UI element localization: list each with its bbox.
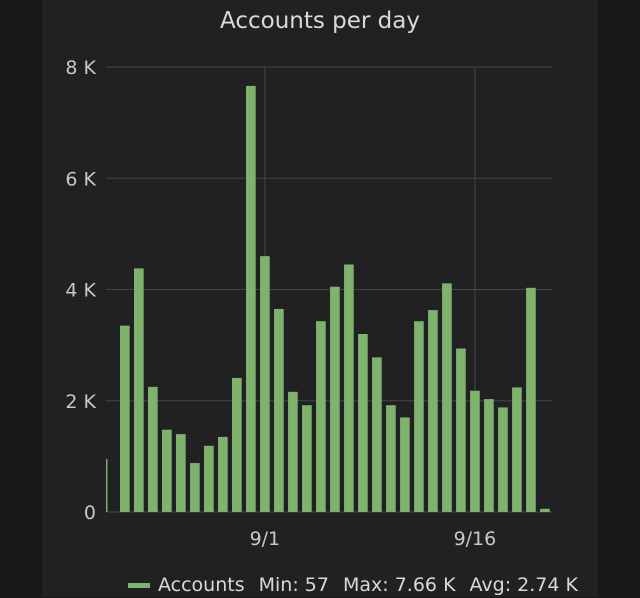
bar (246, 85, 256, 512)
bar (456, 348, 466, 512)
y-tick-label: 2 K (65, 391, 96, 413)
bar (372, 357, 382, 512)
bar (134, 268, 144, 512)
y-tick-label: 8 K (65, 57, 96, 79)
bar (428, 310, 438, 512)
bar (470, 390, 480, 512)
bar (120, 325, 130, 512)
bar (260, 256, 270, 512)
legend-min-value: 57 (304, 574, 329, 596)
legend-series-name: Accounts (158, 574, 245, 596)
bar (484, 399, 494, 512)
y-tick-label: 6 K (65, 168, 96, 190)
bar (414, 321, 424, 512)
bar (218, 436, 228, 512)
legend-max-label: Max: (342, 574, 389, 596)
bar (358, 334, 368, 512)
legend-min: Min: 57 (259, 574, 329, 596)
x-tick-label: 9/16 (454, 528, 497, 550)
bar (106, 459, 108, 512)
legend-max: Max: 7.66 K (343, 574, 456, 596)
bar (302, 405, 312, 512)
legend-swatch (128, 582, 150, 588)
bar (316, 321, 326, 512)
bar (232, 377, 242, 512)
chart-panel: Accounts per day 0 2 K 4 K 6 K 8 K 9/1 9/16 Ac… (42, 0, 598, 597)
bar (386, 405, 396, 512)
y-tick-label: 4 K (65, 280, 96, 302)
bar (442, 283, 452, 512)
y-tick-label: 0 (84, 502, 96, 524)
bar (176, 434, 186, 512)
bar-chart: 0 2 K 4 K 6 K 8 K 9/1 9/16 (65, 57, 552, 550)
bar (204, 445, 214, 512)
legend-avg-label: Avg: (469, 574, 512, 596)
legend[interactable]: Accounts Min: 57 Max: 7.66 K Avg: 2.74 K (128, 572, 578, 598)
bar (288, 391, 298, 512)
bar (400, 417, 410, 512)
panel-title: Accounts per day (220, 8, 420, 34)
legend-avg-value: 2.74 K (517, 574, 578, 596)
bar (162, 429, 172, 512)
legend-max-value: 7.66 K (394, 574, 456, 596)
bar (512, 387, 522, 512)
bar (540, 508, 550, 512)
bar (330, 286, 340, 512)
bar (498, 407, 508, 512)
bar (526, 287, 536, 512)
bar (274, 308, 284, 512)
x-tick-label: 9/1 (250, 528, 281, 550)
legend-min-label: Min: (258, 574, 299, 596)
bar (344, 264, 354, 512)
legend-avg: Avg: 2.74 K (470, 574, 578, 596)
bar (190, 463, 200, 512)
bar (148, 386, 158, 512)
